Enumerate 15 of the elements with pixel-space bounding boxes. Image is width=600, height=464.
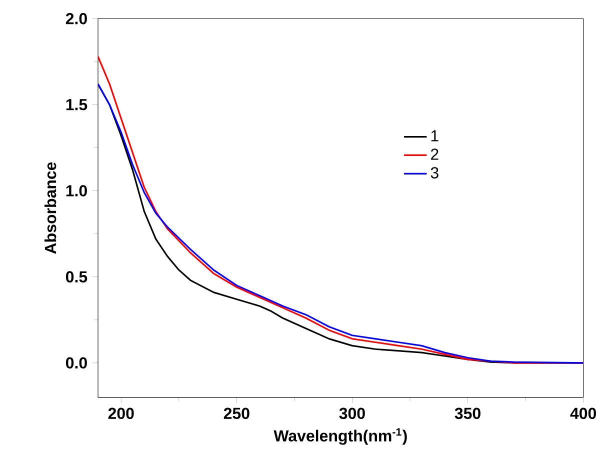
legend-label: 1 <box>431 130 438 142</box>
x-tick-label: 350 <box>454 408 480 420</box>
x-tick-label: 400 <box>570 408 596 420</box>
legend-label: 3 <box>430 167 438 178</box>
y-tick-label: 0.0 <box>66 357 87 369</box>
y-tick-label: 0.5 <box>66 271 88 282</box>
x-tick-label: 200 <box>108 408 134 420</box>
y-axis-title: Absorbance <box>44 162 56 254</box>
y-tick-label: 1.0 <box>66 185 87 196</box>
legend-label: 2 <box>430 148 438 160</box>
y-tick-label: 1.5 <box>66 99 88 110</box>
y-tick-label: 2.0 <box>66 13 87 24</box>
x-axis-title: Wavelength(nm$^{-1}$) <box>274 428 407 445</box>
x-tick-label: 250 <box>224 408 250 420</box>
x-tick-label: 300 <box>339 408 365 420</box>
